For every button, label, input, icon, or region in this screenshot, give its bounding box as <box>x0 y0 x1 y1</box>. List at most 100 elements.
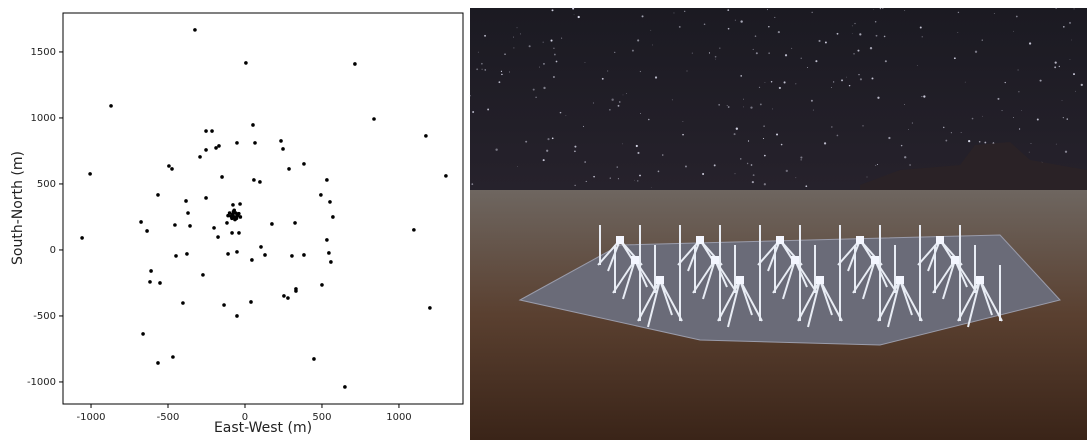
star <box>779 87 781 89</box>
star <box>517 27 518 28</box>
point <box>171 355 175 359</box>
point <box>158 281 162 285</box>
point <box>290 254 294 258</box>
x-tick-label: 1000 <box>386 412 411 423</box>
point <box>204 129 208 133</box>
star <box>750 106 752 108</box>
star <box>626 93 627 94</box>
star <box>618 178 619 179</box>
star <box>921 96 922 97</box>
point <box>231 203 235 207</box>
star <box>574 185 575 186</box>
star <box>752 181 754 183</box>
point <box>244 61 248 65</box>
star <box>476 68 478 70</box>
star <box>841 79 843 81</box>
star <box>640 71 641 72</box>
star <box>800 156 802 158</box>
point <box>331 215 335 219</box>
point <box>185 252 189 256</box>
point <box>302 253 306 257</box>
star <box>471 183 473 185</box>
point <box>235 250 239 254</box>
star <box>854 23 855 24</box>
point <box>372 117 376 121</box>
star <box>795 83 796 84</box>
star <box>572 7 574 9</box>
star <box>1070 59 1071 60</box>
star <box>1081 84 1083 86</box>
antenna-hub <box>616 236 624 244</box>
point <box>235 314 239 318</box>
y-tick-label: 500 <box>37 179 56 190</box>
star <box>642 15 644 17</box>
star <box>1040 80 1042 82</box>
star <box>831 126 832 127</box>
star <box>685 165 687 167</box>
star <box>994 13 995 14</box>
star <box>875 165 876 166</box>
antenna-hub <box>696 236 704 244</box>
star <box>853 53 854 54</box>
star <box>607 71 608 72</box>
star <box>863 125 864 126</box>
star <box>807 67 808 68</box>
star <box>735 20 736 21</box>
point <box>225 221 229 225</box>
star <box>637 39 639 41</box>
star <box>859 33 861 35</box>
star <box>763 125 765 127</box>
star <box>636 145 638 147</box>
star <box>740 158 741 159</box>
star <box>904 104 905 105</box>
antenna-hub <box>976 276 984 284</box>
point <box>212 226 216 230</box>
star <box>888 137 890 139</box>
star <box>736 128 738 130</box>
star <box>984 142 986 144</box>
star <box>957 32 958 33</box>
star <box>1029 42 1031 44</box>
point <box>170 167 174 171</box>
point <box>148 280 152 284</box>
star <box>922 36 923 37</box>
star <box>920 27 922 29</box>
star <box>478 52 479 53</box>
point <box>302 162 306 166</box>
star <box>805 185 807 187</box>
star <box>1063 26 1064 27</box>
star <box>975 51 977 53</box>
star <box>1059 66 1060 67</box>
antenna-hub <box>711 256 719 264</box>
antenna-hub <box>736 276 744 284</box>
star <box>1062 100 1063 101</box>
x-tick-label: -1000 <box>76 412 105 423</box>
star <box>1018 69 1019 70</box>
star <box>764 155 766 157</box>
star <box>870 47 872 49</box>
star <box>593 102 594 103</box>
star <box>553 76 555 78</box>
star <box>858 74 859 75</box>
point <box>293 221 297 225</box>
star <box>650 30 651 31</box>
point <box>325 238 329 242</box>
star <box>617 166 618 167</box>
star <box>1005 82 1006 83</box>
star <box>764 183 766 185</box>
point <box>328 200 332 204</box>
star <box>815 60 817 62</box>
x-tick-label: -500 <box>157 412 180 423</box>
star <box>968 140 970 142</box>
star <box>611 98 613 100</box>
star <box>495 149 497 151</box>
point <box>320 283 324 287</box>
star <box>728 28 730 30</box>
star <box>801 58 802 59</box>
point <box>233 218 237 222</box>
star <box>884 36 886 38</box>
star <box>585 62 586 63</box>
star <box>908 129 909 130</box>
star <box>658 171 660 173</box>
star <box>781 144 783 146</box>
